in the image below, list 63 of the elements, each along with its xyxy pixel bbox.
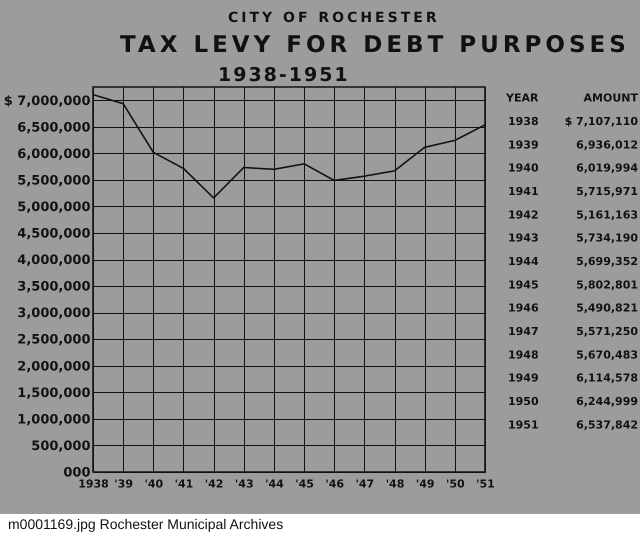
text: $ 7,107,110 (564, 115, 638, 128)
text: 1944 (508, 255, 539, 268)
text: CITY OF ROCHESTER (228, 10, 440, 26)
y-tick-label: 6,000,000 (17, 146, 90, 162)
x-tick-label: '44 (265, 478, 284, 490)
text: 5,715,971 (576, 185, 638, 198)
text: 5,802,801 (576, 278, 638, 292)
text: 1939 (508, 138, 539, 152)
text: 1945 (508, 278, 539, 292)
x-tick-label: '49 (416, 478, 435, 490)
text: 6,244,999 (576, 395, 638, 408)
text: 5,161,163 (576, 208, 638, 222)
y-tick-label: 4,500,000 (17, 226, 90, 242)
text: 5,571,250 (576, 325, 638, 338)
y-tick-label: 500,000 (31, 438, 90, 454)
chart-title: TAX LEVY FOR DEBT PURPOSES (120, 32, 630, 58)
x-tick-label: '50 (446, 478, 466, 490)
text: 1943 (508, 232, 539, 245)
y-tick-label: $ 7,000,000 (4, 94, 90, 109)
x-tick-label: '46 (325, 478, 344, 490)
x-tick-label: '40 (144, 478, 164, 490)
text: 5,670,483 (576, 348, 638, 362)
y-tick-label: 5,500,000 (17, 173, 90, 188)
x-tick-label: '48 (386, 478, 404, 490)
y-tick-label: 4,000,000 (17, 253, 90, 268)
text: 6,114,578 (576, 372, 638, 385)
y-tick-label: 5,000,000 (17, 200, 90, 215)
text: 6,019,994 (576, 162, 638, 175)
text: 6,936,012 (576, 138, 638, 152)
y-tick-label: 2,000,000 (17, 359, 90, 374)
chart-subtitle: 1938-1951 (218, 64, 350, 86)
text: 1940 (508, 162, 539, 175)
text: 1938 (508, 115, 539, 128)
x-tick-label: '41 (174, 478, 194, 490)
x-tick-label: '42 (204, 478, 224, 490)
text: 1941 (508, 185, 539, 198)
y-tick-label: 3,500,000 (17, 280, 90, 295)
text: 1947 (508, 325, 539, 338)
y-tick-label: 1,000,000 (17, 412, 90, 428)
y-tick-label: 000 (63, 466, 90, 480)
x-tick-label: '45 (295, 478, 314, 490)
x-tick-label: '39 (114, 478, 133, 490)
text: 6,537,842 (576, 418, 638, 432)
text: 1949 (508, 372, 539, 385)
text: 5,734,190 (576, 232, 638, 245)
text: 1946 (508, 302, 539, 315)
text: AMOUNT (584, 92, 638, 105)
text: 5,490,821 (576, 302, 638, 315)
text: 5,699,352 (576, 255, 638, 268)
text: YEAR (505, 92, 539, 105)
x-tick-label: 1938 (78, 478, 109, 490)
x-tick-label: '51 (476, 478, 495, 490)
y-tick-label: 3,000,000 (17, 306, 90, 322)
x-tick-label: '47 (356, 478, 374, 490)
y-tick-label: 6,500,000 (17, 120, 90, 136)
text: 1951 (508, 418, 539, 432)
text: 1950 (508, 395, 539, 408)
text: 1942 (508, 208, 539, 222)
text: m0001169.jpg Rochester Municipal Archives (0, 514, 640, 535)
y-tick-label: 1,500,000 (17, 386, 90, 401)
x-tick-label: '43 (234, 478, 254, 490)
text: 1948 (508, 348, 539, 362)
y-tick-label: 2,500,000 (17, 332, 90, 348)
